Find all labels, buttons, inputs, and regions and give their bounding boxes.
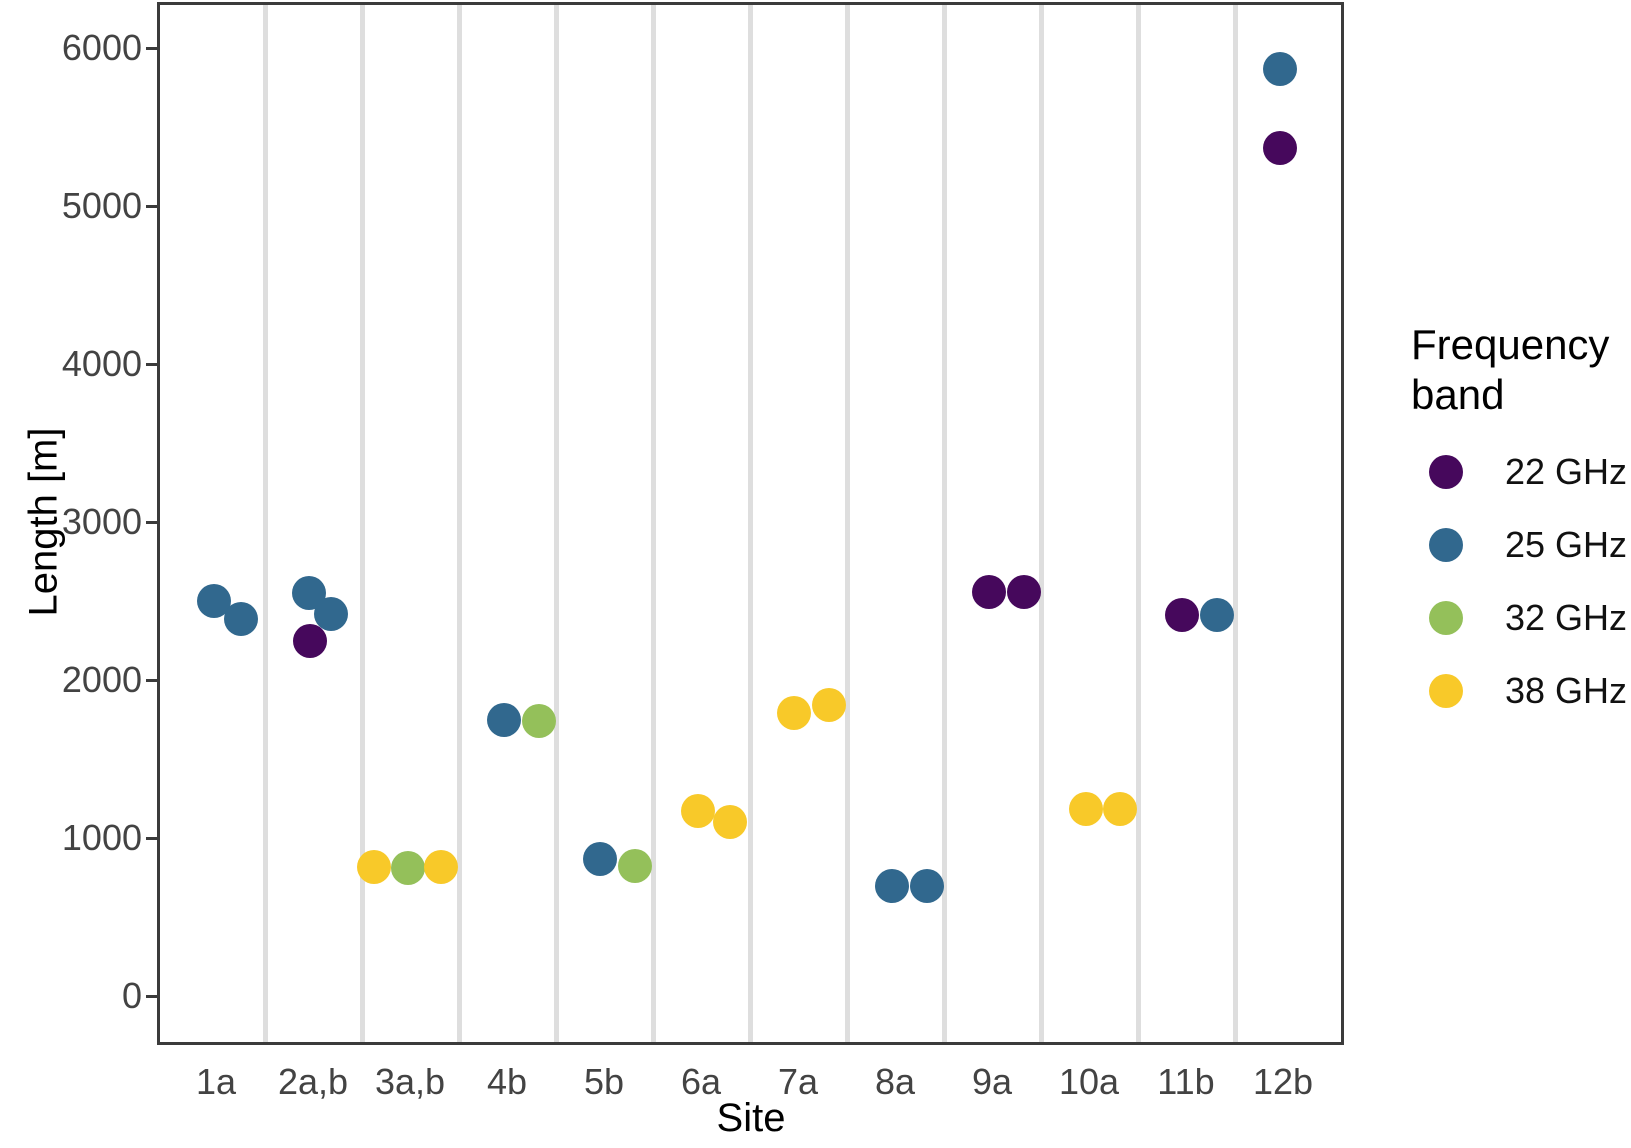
data-point — [314, 596, 348, 631]
gridline — [1038, 5, 1044, 1042]
plot-panel — [157, 2, 1344, 1045]
y-tick-mark — [146, 520, 160, 524]
y-tick-label: 2000 — [61, 659, 142, 700]
x-tick-label: 2a,b — [277, 1061, 349, 1102]
data-point — [681, 794, 715, 829]
y-tick-mark — [146, 46, 160, 50]
legend-items: 22 GHz 25 GHz 32 GHz 38 GHz — [1411, 435, 1631, 727]
x-tick-label: 12b — [1252, 1061, 1314, 1102]
legend-label: 32 GHz — [1505, 596, 1628, 638]
x-tick-label: 3a,b — [374, 1061, 446, 1102]
x-tick-label: 11b — [1157, 1061, 1215, 1102]
data-point — [1263, 52, 1297, 87]
y-tick-mark — [146, 678, 160, 682]
data-point — [424, 849, 458, 884]
y-tick-label: 4000 — [61, 343, 142, 384]
data-point — [487, 702, 521, 737]
legend-label: 22 GHz — [1505, 450, 1628, 492]
y-tick-label: 3000 — [61, 501, 142, 542]
gridline — [747, 5, 753, 1042]
data-point — [713, 804, 747, 839]
data-point — [357, 849, 391, 884]
data-point — [1263, 130, 1297, 165]
y-tick-label: 5000 — [61, 185, 142, 226]
data-point — [1103, 791, 1137, 826]
data-point — [910, 869, 944, 904]
gridline — [1135, 5, 1141, 1042]
legend-item: 25 GHz — [1411, 508, 1631, 581]
x-tick-label: 1a — [195, 1061, 237, 1102]
gridline — [941, 5, 947, 1042]
y-tick-mark — [146, 836, 160, 840]
legend-title: Frequency band — [1411, 321, 1610, 418]
data-point — [583, 842, 617, 877]
data-point — [293, 624, 327, 659]
x-tick-label: 4b — [486, 1061, 528, 1102]
y-tick-mark — [146, 204, 160, 208]
data-point — [618, 848, 652, 883]
legend: Frequency band 22 GHz 25 GHz 32 GHz 38 GHz — [1411, 320, 1631, 711]
x-axis-title: Site — [716, 1096, 786, 1140]
data-point — [777, 695, 811, 730]
gridline — [456, 5, 462, 1042]
legend-swatch — [1429, 673, 1463, 708]
y-tick-label: 1000 — [61, 817, 142, 858]
legend-swatch — [1429, 600, 1463, 635]
legend-item: 32 GHz — [1411, 581, 1631, 654]
x-tick-label: 9a — [971, 1061, 1013, 1102]
x-tick-label: 10a — [1058, 1061, 1120, 1102]
y-tick-label: 6000 — [61, 27, 142, 68]
legend-swatch — [1429, 454, 1463, 489]
data-point — [972, 574, 1006, 609]
legend-label: 25 GHz — [1505, 523, 1628, 565]
y-tick-label: 0 — [121, 975, 142, 1016]
y-tick-mark — [146, 362, 160, 366]
data-point — [391, 851, 425, 886]
gridline — [1232, 5, 1238, 1042]
data-point — [875, 869, 909, 904]
data-point — [1165, 597, 1199, 632]
data-point — [812, 688, 846, 723]
gridline — [553, 5, 559, 1042]
gridline — [262, 5, 268, 1042]
legend-item: 38 GHz — [1411, 654, 1631, 727]
gridline — [359, 5, 365, 1042]
data-point — [224, 601, 258, 636]
y-tick-mark — [146, 994, 160, 998]
data-point — [1007, 574, 1041, 609]
x-tick-label: 8a — [874, 1061, 916, 1102]
x-tick-label: 5b — [583, 1061, 625, 1102]
gridline — [650, 5, 656, 1042]
data-point — [1069, 791, 1103, 826]
gridline — [844, 5, 850, 1042]
x-tick-label: 6a — [680, 1061, 722, 1102]
legend-label: 38 GHz — [1505, 669, 1628, 711]
data-point — [1200, 597, 1234, 632]
data-point — [522, 704, 556, 739]
x-tick-label: 7a — [777, 1061, 819, 1102]
legend-swatch — [1429, 527, 1463, 562]
legend-item: 22 GHz — [1411, 435, 1631, 508]
